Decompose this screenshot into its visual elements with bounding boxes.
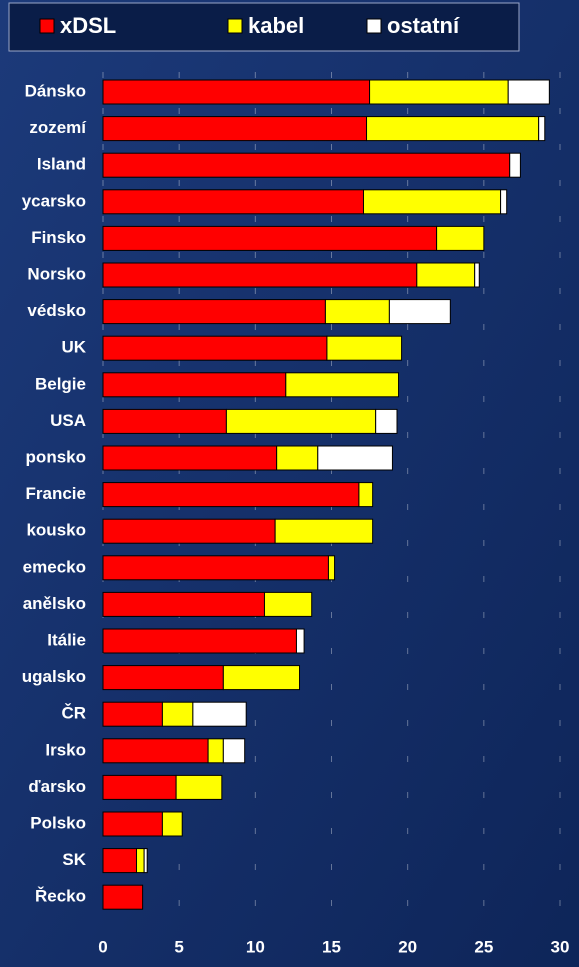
legend-label: ostatní <box>387 13 460 38</box>
bar-segment <box>102 189 364 215</box>
y-tick-label: Belgie <box>35 374 86 393</box>
bar-segment <box>326 335 403 361</box>
bar-segment <box>102 408 227 434</box>
x-tick-label: 5 <box>174 937 183 956</box>
bar-segment <box>500 189 508 215</box>
bar-segment <box>509 152 521 178</box>
legend-swatch <box>39 18 55 34</box>
bar-segment <box>263 591 313 617</box>
bar-segment <box>102 225 438 251</box>
bar-segment <box>324 299 390 325</box>
bar-segment <box>375 408 398 434</box>
bar-segment <box>136 848 145 874</box>
bar-segment <box>102 591 265 617</box>
bar-segment <box>102 518 276 544</box>
legend-swatch <box>227 18 243 34</box>
y-tick-label: Polsko <box>30 813 86 832</box>
bar-segment <box>507 79 550 105</box>
bar-segment <box>285 372 400 398</box>
bar-segment <box>416 262 476 288</box>
bar-segment <box>538 116 546 142</box>
bar-segment <box>102 628 297 654</box>
bar-segment <box>143 848 148 874</box>
bar-segment <box>102 116 368 142</box>
bar-segment <box>102 335 328 361</box>
bar-segment <box>369 79 509 105</box>
bar-segment <box>295 628 305 654</box>
y-tick-label: zozemí <box>29 118 87 137</box>
bar-segment <box>102 79 371 105</box>
bar-segment <box>274 518 374 544</box>
bar-segment <box>102 299 326 325</box>
bar-segment <box>317 445 393 471</box>
x-tick-label: 25 <box>474 937 493 956</box>
bar-segment <box>102 152 511 178</box>
y-tick-label: Itálie <box>47 630 86 649</box>
bar-segment <box>102 738 209 764</box>
x-tick-label: 10 <box>246 937 265 956</box>
bar-segment <box>436 225 485 251</box>
bar-segment <box>207 738 224 764</box>
y-tick-label: ponsko <box>26 447 86 466</box>
bar-segment <box>102 811 163 837</box>
bar-segment <box>102 555 329 581</box>
bar-segment <box>102 482 360 508</box>
bar-segment <box>175 774 223 800</box>
bar-segment <box>161 811 183 837</box>
x-tick-label: 20 <box>398 937 417 956</box>
bar-segment <box>276 445 319 471</box>
bar-segment <box>474 262 480 288</box>
y-tick-label: ycarsko <box>22 191 86 210</box>
bar-segment <box>102 665 224 691</box>
x-tick-label: 15 <box>322 937 341 956</box>
y-tick-label: kousko <box>26 521 86 540</box>
bar-segment <box>358 482 374 508</box>
y-tick-label: ČR <box>61 704 86 723</box>
bar-segment <box>225 408 377 434</box>
y-tick-label: ďarsko <box>28 777 86 796</box>
legend-label: kabel <box>248 13 304 38</box>
bar-segment <box>102 262 418 288</box>
y-tick-label: Řecko <box>35 887 86 906</box>
bar-segment <box>161 701 194 727</box>
bar-segment <box>102 701 163 727</box>
bar-segment <box>222 738 246 764</box>
y-tick-label: Island <box>37 155 86 174</box>
y-tick-label: Finsko <box>31 228 86 247</box>
bar-segment <box>362 189 502 215</box>
bar-segment <box>366 116 540 142</box>
y-tick-label: SK <box>62 850 86 869</box>
y-tick-label: Irsko <box>45 740 86 759</box>
bar-segment <box>192 701 247 727</box>
bar-segment <box>102 848 138 874</box>
legend-label: xDSL <box>60 13 116 38</box>
y-tick-label: Dánsko <box>25 81 86 100</box>
y-tick-label: USA <box>50 411 86 430</box>
x-tick-label: 0 <box>98 937 107 956</box>
y-tick-label: UK <box>61 338 86 357</box>
y-tick-label: anělsko <box>23 594 86 613</box>
bar-segment <box>222 665 301 691</box>
bar-segment <box>102 445 278 471</box>
bar-segment <box>102 774 177 800</box>
bar-segment <box>327 555 336 581</box>
y-tick-label: Francie <box>26 484 86 503</box>
y-tick-label: Norsko <box>27 264 86 283</box>
legend-swatch <box>366 18 382 34</box>
bar-segment <box>102 372 287 398</box>
legend-box <box>8 2 520 52</box>
x-tick-label: 30 <box>551 937 570 956</box>
y-tick-label: ugalsko <box>22 667 86 686</box>
y-tick-label: védsko <box>27 301 86 320</box>
bar-segment <box>102 884 144 910</box>
bar-segment <box>388 299 451 325</box>
y-tick-label: emecko <box>23 557 86 576</box>
